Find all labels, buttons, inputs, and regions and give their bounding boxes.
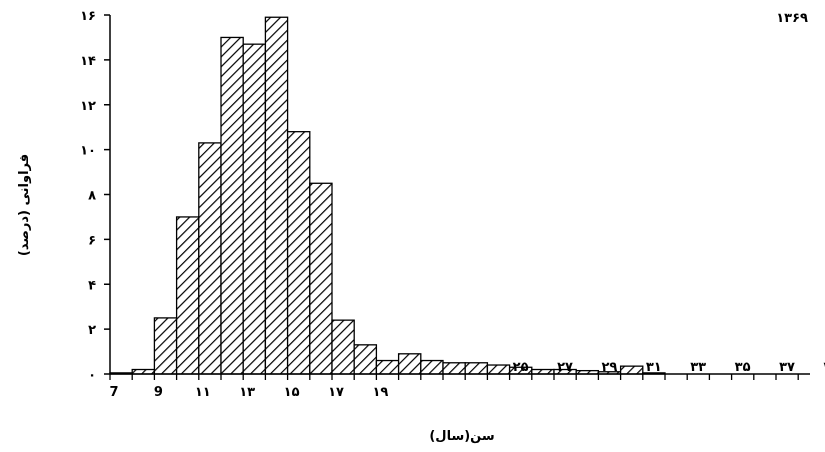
x-tick-label: 9 xyxy=(154,385,163,400)
x-tick-label-upper: ۳۳ xyxy=(690,360,706,375)
x-tick-label: ۱۹ xyxy=(372,385,388,400)
x-tick-label: ۱۵ xyxy=(284,385,300,400)
bar-age-18 xyxy=(353,344,378,375)
y-tick-label: ۸ xyxy=(88,189,96,204)
bar-age-17 xyxy=(331,319,355,375)
bar-age-9 xyxy=(153,317,178,375)
y-tick-label: ۱۲ xyxy=(80,99,96,114)
y-ticks-group: ۰ ۲ ۴ ۶ ۸ ۱۰ ۱۲ ۱۴ ۱۶ xyxy=(80,9,110,383)
bar-age-11 xyxy=(198,142,222,375)
bar-age-13 xyxy=(242,43,267,375)
x-tick-label: ۱۱ xyxy=(195,385,211,400)
x-tick-label-upper: ۳۹ xyxy=(823,360,825,375)
x-axis-label: سن(سال) xyxy=(429,429,494,444)
y-axis-label: فراوانی (درصد) xyxy=(17,154,32,256)
x-tick-label-upper: ۲۵ xyxy=(513,360,529,375)
x-tick-label: 7 xyxy=(109,385,118,400)
bar-age-12 xyxy=(220,36,244,375)
x-tick-label-upper: ۲۹ xyxy=(601,360,617,375)
bar-age-22 xyxy=(442,362,466,375)
x-tick-label-upper: ۲۷ xyxy=(557,360,573,375)
bar-age-30 xyxy=(619,365,644,375)
y-tick-label: ۴ xyxy=(88,278,96,293)
x-tick-label: ۱۳ xyxy=(239,385,255,400)
x-tick-label: ۱۷ xyxy=(328,385,344,400)
bars-group xyxy=(109,16,666,375)
y-tick-label: ۱۰ xyxy=(80,144,96,159)
bar-age-23 xyxy=(464,362,489,375)
bar-age-20 xyxy=(397,353,422,375)
y-tick-label: ۲ xyxy=(88,323,96,338)
bar-age-21 xyxy=(420,359,444,375)
y-tick-label: ۶ xyxy=(88,233,96,248)
bar-age-19 xyxy=(375,359,400,375)
chart-title: ۱۳۶۹ xyxy=(776,11,808,26)
x-tick-label-upper: ۳۱ xyxy=(646,360,662,375)
bar-age-24 xyxy=(486,364,511,375)
bar-age-16 xyxy=(309,182,333,375)
bar-age-10 xyxy=(175,216,200,375)
y-tick-label: ۰ xyxy=(88,368,96,383)
y-tick-label: ۱۴ xyxy=(80,54,96,69)
y-tick-label: ۱۶ xyxy=(80,9,96,24)
bar-age-14 xyxy=(264,16,289,375)
x-ticks-group: 7 9 ۱۱ ۱۳ ۱۵ ۱۷ ۱۹ ۲۵ ۲۷ ۲۹ ۳۱ ۳۳ ۳۵ ۳۷ ۳۹ xyxy=(109,360,825,400)
x-tick-label-upper: ۳۵ xyxy=(735,360,751,375)
x-tick-label-upper: ۳۷ xyxy=(779,360,795,375)
bar-age-15 xyxy=(286,131,311,375)
